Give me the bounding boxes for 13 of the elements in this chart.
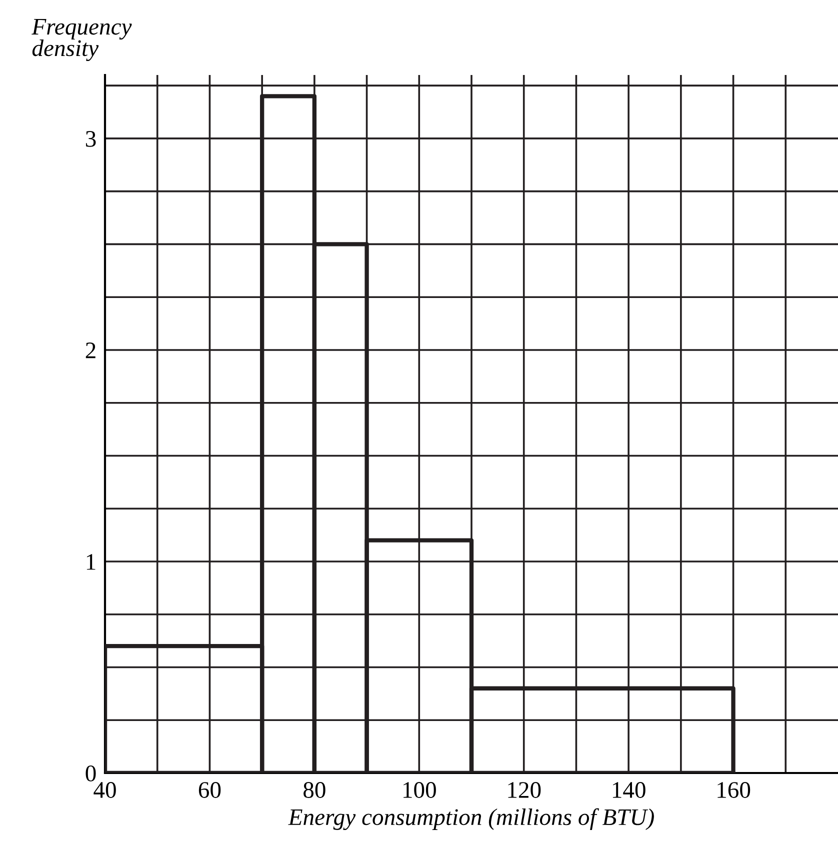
y-tick-label: 2: [86, 342, 96, 358]
x-tick-label: 40: [94, 782, 116, 798]
x-axis-title: Energy consumption (millions of BTU): [288, 808, 654, 830]
y-tick-label: 1: [86, 554, 96, 570]
x-tick-label: 60: [198, 782, 221, 798]
x-tick-label: 140: [612, 782, 646, 798]
x-tick-label: 80: [304, 782, 326, 798]
y-tick-label: 3: [86, 131, 96, 147]
x-tick-label: 100: [404, 782, 436, 798]
y-tick-label: 0: [86, 765, 96, 782]
y-axis-title: Frequency density: [32, 19, 132, 62]
x-tick-label: 160: [718, 782, 750, 798]
x-tick-label: 120: [508, 782, 541, 798]
